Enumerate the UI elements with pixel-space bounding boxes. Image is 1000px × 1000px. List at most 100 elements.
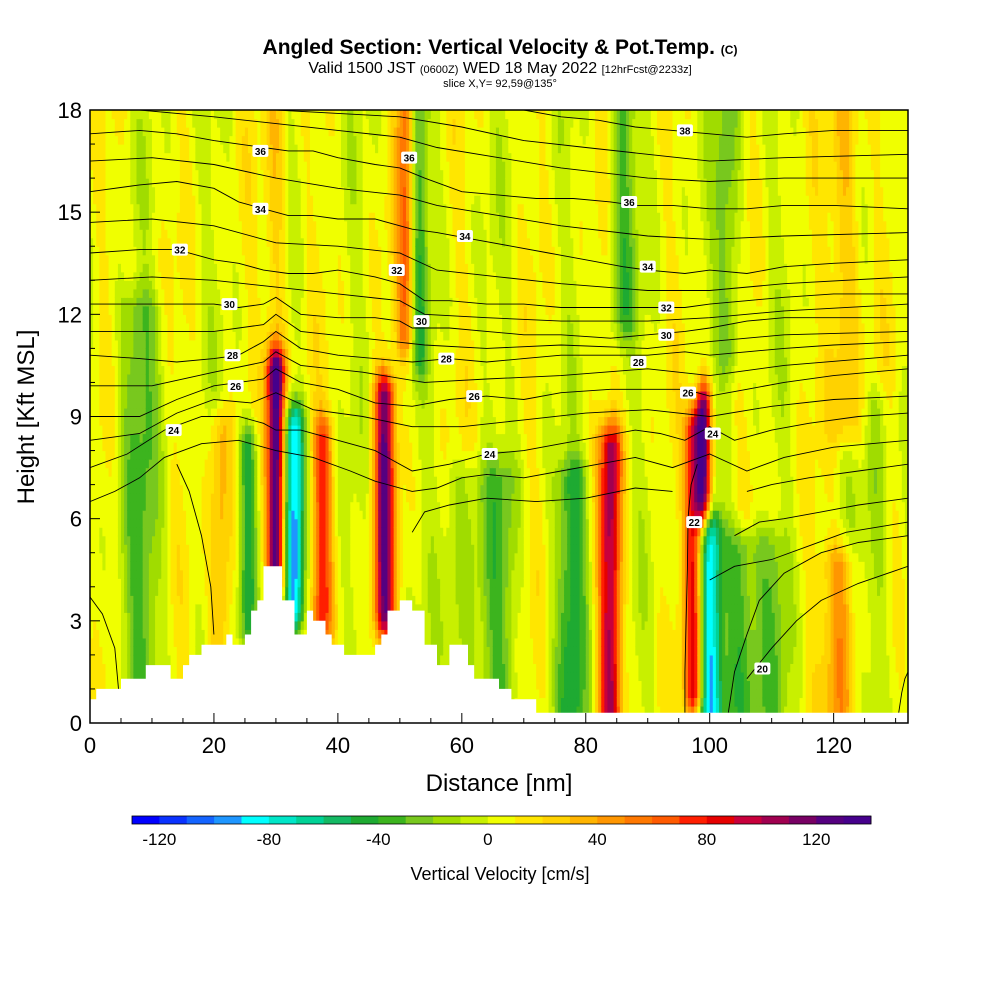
velocity-cell xyxy=(164,527,169,537)
velocity-cell xyxy=(254,390,258,401)
velocity-cell xyxy=(275,433,280,443)
velocity-cell xyxy=(99,629,103,639)
velocity-cell xyxy=(294,169,299,179)
velocity-cell xyxy=(244,288,249,298)
velocity-cell xyxy=(198,433,203,443)
velocity-cell xyxy=(232,561,237,571)
velocity-cell xyxy=(151,493,156,503)
velocity-cell xyxy=(155,646,159,656)
velocity-cell xyxy=(279,203,283,213)
velocity-cell xyxy=(223,127,227,137)
velocity-cell xyxy=(158,229,162,239)
velocity-cell xyxy=(204,356,209,367)
velocity-cell xyxy=(164,637,169,647)
velocity-cell xyxy=(105,365,110,375)
velocity-cell xyxy=(108,246,113,256)
velocity-cell xyxy=(176,416,181,426)
velocity-cell xyxy=(161,535,165,545)
velocity-cell xyxy=(102,535,107,545)
velocity-cell xyxy=(260,314,265,324)
velocity-cell xyxy=(179,186,184,196)
velocity-cell xyxy=(133,254,138,264)
velocity-cell xyxy=(148,612,153,622)
velocity-cell xyxy=(254,467,258,477)
velocity-cell xyxy=(117,390,122,401)
velocity-cell xyxy=(294,322,299,332)
velocity-cell xyxy=(207,561,212,571)
velocity-cell xyxy=(217,220,221,230)
velocity-cell xyxy=(291,586,296,596)
velocity-cell xyxy=(210,493,215,503)
velocity-cell xyxy=(124,416,128,426)
velocity-cell xyxy=(167,382,172,392)
velocity-cell xyxy=(142,561,147,571)
velocity-cell xyxy=(275,314,280,324)
velocity-cell xyxy=(254,356,258,367)
velocity-cell xyxy=(145,484,150,494)
velocity-cell xyxy=(213,603,218,613)
velocity-cell xyxy=(102,629,107,639)
velocity-cell xyxy=(291,127,296,137)
velocity-cell xyxy=(300,356,305,367)
velocity-cell xyxy=(232,569,237,579)
velocity-cell xyxy=(192,127,196,137)
velocity-cell xyxy=(117,169,122,179)
velocity-cell xyxy=(272,416,277,426)
velocity-cell xyxy=(130,484,134,494)
velocity-cell xyxy=(192,425,196,435)
velocity-cell xyxy=(164,254,169,264)
velocity-cell xyxy=(179,365,184,375)
velocity-cell xyxy=(263,501,268,511)
velocity-cell xyxy=(260,356,265,367)
velocity-cell xyxy=(130,339,134,349)
velocity-cell xyxy=(285,595,289,605)
velocity-cell xyxy=(226,237,231,247)
velocity-cell xyxy=(111,169,116,179)
velocity-cell xyxy=(158,399,162,409)
velocity-cell xyxy=(285,220,289,230)
velocity-cell xyxy=(136,510,141,520)
velocity-cell xyxy=(198,416,203,426)
velocity-cell xyxy=(111,348,116,358)
velocity-cell xyxy=(105,382,110,392)
velocity-cell xyxy=(272,373,277,384)
velocity-cell xyxy=(238,595,243,605)
velocity-cell xyxy=(223,178,227,188)
velocity-cell xyxy=(272,314,277,324)
velocity-cell xyxy=(217,603,221,613)
velocity-cell xyxy=(111,382,116,392)
velocity-cell xyxy=(120,425,125,435)
velocity-cell xyxy=(130,399,134,409)
velocity-cell xyxy=(120,527,125,537)
velocity-cell xyxy=(182,425,187,435)
velocity-cell xyxy=(164,271,169,281)
velocity-cell xyxy=(148,220,153,230)
velocity-cell xyxy=(204,118,209,128)
velocity-cell xyxy=(102,467,107,477)
velocity-cell xyxy=(179,586,184,596)
velocity-cell xyxy=(102,595,107,605)
velocity-cell xyxy=(201,339,206,349)
velocity-cell xyxy=(133,620,138,630)
velocity-cell xyxy=(108,467,113,477)
velocity-cell xyxy=(158,237,162,247)
velocity-cell xyxy=(235,229,240,239)
velocity-cell xyxy=(99,654,103,664)
velocity-cell xyxy=(136,365,141,375)
velocity-cell xyxy=(195,305,200,315)
velocity-cell xyxy=(151,459,156,469)
velocity-cell xyxy=(235,527,240,537)
velocity-cell xyxy=(158,390,162,401)
velocity-cell xyxy=(207,484,212,494)
velocity-cell xyxy=(238,280,243,290)
velocity-cell xyxy=(244,356,249,367)
velocity-cell xyxy=(108,305,113,315)
velocity-cell xyxy=(251,425,255,435)
velocity-cell xyxy=(105,305,110,315)
velocity-cell xyxy=(120,118,125,128)
velocity-cell xyxy=(93,288,97,298)
velocity-cell xyxy=(217,169,221,179)
velocity-cell xyxy=(195,254,200,264)
velocity-cell xyxy=(251,178,255,188)
velocity-cell xyxy=(142,339,147,349)
